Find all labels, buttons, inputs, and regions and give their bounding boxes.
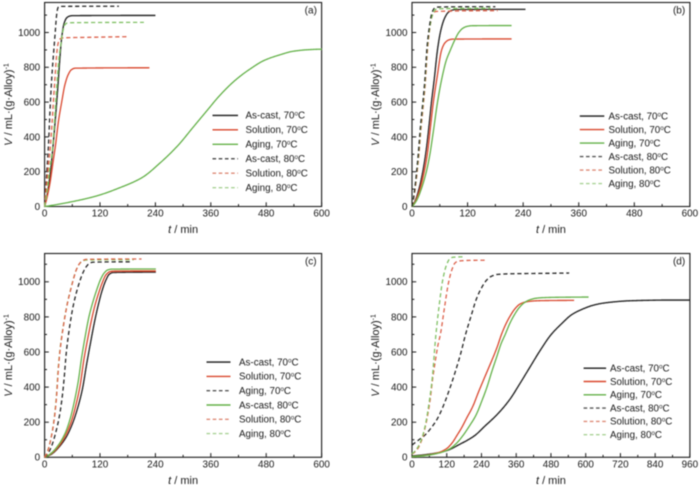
svg-text:V / mL·(g·Alloy)-1: V / mL·(g·Alloy)-1 [3,314,15,397]
svg-text:120: 120 [92,209,109,220]
svg-text:720: 720 [612,460,629,471]
svg-text:600: 600 [24,347,41,358]
svg-text:Aging, 70oC: Aging, 70oC [239,386,291,397]
svg-text:480: 480 [543,460,560,471]
svg-text:t / min: t / min [536,224,566,236]
svg-text:240: 240 [473,460,490,471]
svg-text:Solution, 80oC: Solution, 80oC [246,169,308,180]
svg-text:V / mL·(g·Alloy)-1: V / mL·(g·Alloy)-1 [370,63,382,146]
svg-text:Aging, 70oC: Aging, 70oC [610,390,662,401]
svg-text:600: 600 [313,460,330,471]
svg-text:t / min: t / min [536,475,566,487]
svg-text:Aging, 70oC: Aging, 70oC [246,140,298,151]
svg-text:0: 0 [35,453,41,464]
svg-text:1000: 1000 [18,28,40,39]
svg-text:0: 0 [409,460,415,471]
svg-text:Aging, 80oC: Aging, 80oC [609,179,661,190]
svg-text:0: 0 [42,209,48,220]
svg-text:600: 600 [577,460,594,471]
svg-text:As-cast, 80oC: As-cast, 80oC [246,154,306,165]
svg-text:Solution, 70oC: Solution, 70oC [239,372,301,383]
svg-text:360: 360 [203,460,220,471]
svg-text:0: 0 [402,453,408,464]
svg-text:0: 0 [35,202,41,213]
svg-text:Solution, 80oC: Solution, 80oC [239,415,301,426]
svg-text:840: 840 [647,460,664,471]
svg-text:Solution, 80oC: Solution, 80oC [609,165,671,176]
svg-text:800: 800 [391,63,408,74]
svg-text:200: 200 [24,167,41,178]
svg-text:200: 200 [391,418,408,429]
svg-text:480: 480 [258,209,275,220]
svg-text:400: 400 [391,383,408,394]
svg-text:600: 600 [24,98,41,109]
svg-text:200: 200 [24,418,41,429]
svg-text:As-cast, 80oC: As-cast, 80oC [609,152,669,163]
svg-text:Solution, 70oC: Solution, 70oC [246,125,308,136]
svg-text:800: 800 [24,312,41,323]
svg-text:0: 0 [409,209,415,220]
svg-text:480: 480 [258,460,275,471]
svg-text:As-cast, 70oC: As-cast, 70oC [246,111,306,122]
svg-text:240: 240 [515,209,532,220]
svg-text:As-cast, 70oC: As-cast, 70oC [609,111,669,122]
svg-text:600: 600 [682,209,699,220]
svg-text:240: 240 [147,460,164,471]
svg-text:V / mL·(g·Alloy)-1: V / mL·(g·Alloy)-1 [370,314,382,397]
svg-text:600: 600 [391,98,408,109]
svg-text:As-cast, 70oC: As-cast, 70oC [239,357,299,368]
svg-text:600: 600 [391,347,408,358]
svg-text:200: 200 [391,167,408,178]
svg-text:360: 360 [570,209,587,220]
svg-text:1000: 1000 [386,28,408,39]
svg-text:t / min: t / min [168,224,198,236]
svg-text:Aging, 80oC: Aging, 80oC [610,430,662,441]
svg-text:120: 120 [92,460,109,471]
svg-text:Aging, 70oC: Aging, 70oC [609,138,661,149]
svg-text:240: 240 [147,209,164,220]
svg-text:400: 400 [24,132,41,143]
svg-text:120: 120 [459,209,476,220]
svg-text:120: 120 [438,460,455,471]
svg-text:t / min: t / min [168,475,198,487]
svg-text:800: 800 [391,312,408,323]
svg-text:360: 360 [508,460,525,471]
svg-text:As-cast, 80oC: As-cast, 80oC [610,403,670,414]
svg-text:Solution, 70oC: Solution, 70oC [610,377,672,388]
svg-text:As-cast, 80oC: As-cast, 80oC [239,400,299,411]
svg-text:360: 360 [203,209,220,220]
svg-text:Solution, 70oC: Solution, 70oC [609,125,671,136]
svg-text:600: 600 [313,209,330,220]
svg-text:(a): (a) [305,5,317,16]
svg-text:0: 0 [42,460,48,471]
svg-text:Aging, 80oC: Aging, 80oC [246,183,298,194]
svg-text:0: 0 [402,202,408,213]
svg-text:800: 800 [24,63,41,74]
svg-text:(b): (b) [673,5,685,16]
svg-text:400: 400 [391,132,408,143]
svg-text:1000: 1000 [18,277,40,288]
svg-text:As-cast, 70oC: As-cast, 70oC [610,364,670,375]
svg-text:960: 960 [682,460,699,471]
svg-text:480: 480 [626,209,643,220]
svg-text:400: 400 [24,383,41,394]
svg-text:V / mL·(g·Alloy)-1: V / mL·(g·Alloy)-1 [3,63,15,146]
svg-text:(c): (c) [305,256,317,267]
svg-text:Aging, 80oC: Aging, 80oC [239,429,291,440]
svg-text:Solution, 80oC: Solution, 80oC [610,417,672,428]
svg-text:(d): (d) [673,256,685,267]
svg-text:1000: 1000 [386,277,408,288]
